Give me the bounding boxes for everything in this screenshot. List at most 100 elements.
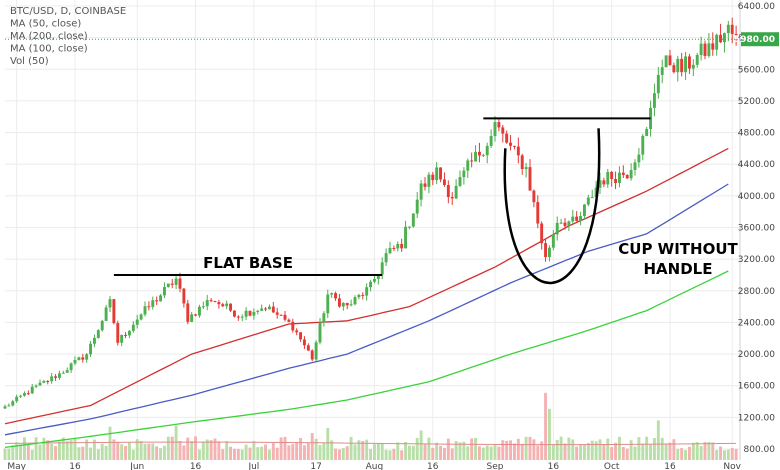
volume-bar xyxy=(69,440,73,460)
candle-body xyxy=(567,221,571,227)
candle-body xyxy=(38,382,42,386)
volume-bar xyxy=(7,448,11,460)
candle-body xyxy=(151,300,155,307)
moving-averages xyxy=(4,147,729,449)
candle-body xyxy=(703,43,707,56)
volume-bar xyxy=(221,449,225,460)
candle-body xyxy=(349,304,353,306)
candle-body xyxy=(57,373,61,378)
volume-bar xyxy=(252,441,256,460)
candle-body xyxy=(474,151,478,162)
candle-body xyxy=(85,354,89,360)
last-price-label: 5980.00 xyxy=(734,35,775,45)
candle-body xyxy=(446,185,450,198)
candle-body xyxy=(221,304,225,307)
volume-bar xyxy=(353,444,357,460)
candle-body xyxy=(602,180,606,185)
volume-bar xyxy=(267,449,271,460)
volume-bar xyxy=(81,446,85,460)
volume-bar xyxy=(497,446,501,460)
volume-bar xyxy=(485,445,489,460)
candle-body xyxy=(19,395,23,397)
volume-bar xyxy=(540,441,544,460)
volume-bar xyxy=(656,420,660,460)
candle-body xyxy=(719,34,723,43)
candle-body xyxy=(610,171,614,179)
candle-body xyxy=(427,174,431,187)
candle-body xyxy=(699,43,703,55)
candle-body xyxy=(302,339,306,346)
volume-bar xyxy=(687,446,691,460)
volume-bar xyxy=(509,440,513,460)
volume-bar xyxy=(322,442,326,460)
candle-body xyxy=(306,345,310,351)
volume-bar xyxy=(563,443,567,460)
candle-body xyxy=(15,396,19,402)
volume-bar xyxy=(209,440,213,460)
time-tick-label: Sep xyxy=(487,462,504,470)
candle-body xyxy=(419,183,423,200)
volume-bar xyxy=(334,448,338,460)
volume-bar xyxy=(384,449,388,460)
candle-body xyxy=(547,247,551,258)
candle-body xyxy=(73,360,77,364)
candle-body xyxy=(497,122,501,128)
volume-bar xyxy=(345,446,349,460)
candle-body xyxy=(34,385,38,387)
volume-bar xyxy=(151,443,155,460)
price-tick-label: 5200.00 xyxy=(738,97,775,107)
candle-body xyxy=(232,310,236,317)
candle-body xyxy=(400,243,404,249)
time-tick-label: Jun xyxy=(129,462,144,470)
candle-body xyxy=(532,190,536,203)
candle-body xyxy=(295,330,299,333)
cup-arc xyxy=(503,128,601,285)
candle-body xyxy=(170,283,174,285)
candle-body xyxy=(81,357,85,360)
time-tick-label: Aug xyxy=(366,462,384,470)
candle-body xyxy=(645,128,649,136)
candle-body xyxy=(225,303,229,307)
legend: BTC/USD, D, COINBASE MA (50, close)MA (20… xyxy=(10,6,126,67)
candle-body xyxy=(104,307,108,321)
volume-bar xyxy=(330,440,334,460)
candle-body xyxy=(579,216,583,221)
volume-bar xyxy=(652,438,656,460)
price-tick-label: 6400.00 xyxy=(738,2,775,12)
volume-bar xyxy=(22,437,26,460)
volume-bar xyxy=(477,446,481,460)
candle-body xyxy=(77,357,81,361)
candle-body xyxy=(11,401,15,406)
volume-bar xyxy=(489,446,493,460)
volume-bar xyxy=(442,447,446,460)
volume-bar xyxy=(404,441,408,460)
candle-body xyxy=(423,183,427,187)
volume-bar xyxy=(194,436,198,460)
candle-body xyxy=(594,187,598,198)
candle-body xyxy=(415,199,419,214)
candle-body xyxy=(707,43,711,56)
volume-bar xyxy=(450,448,454,460)
volume-bar xyxy=(551,444,555,460)
candle-body xyxy=(411,213,415,227)
candle-body xyxy=(493,122,497,137)
candle-body xyxy=(264,308,268,310)
candle-body xyxy=(197,306,201,316)
volume-bar xyxy=(11,445,15,460)
volume-bar xyxy=(703,442,707,460)
volume-bar xyxy=(190,440,194,460)
volume-bar xyxy=(85,439,89,460)
volume-bar xyxy=(520,443,524,460)
volume-bar xyxy=(92,439,96,460)
volume-bar xyxy=(96,449,100,460)
volume-bar xyxy=(147,443,151,460)
volume-bar xyxy=(392,448,396,460)
candle-body xyxy=(334,293,338,299)
volume-bar xyxy=(734,448,738,460)
candle-body xyxy=(431,174,435,181)
ma-100-line xyxy=(4,183,729,436)
ma-50-line xyxy=(4,147,729,425)
time-tick-label: Nov xyxy=(723,462,741,470)
volume-bar xyxy=(633,446,637,460)
